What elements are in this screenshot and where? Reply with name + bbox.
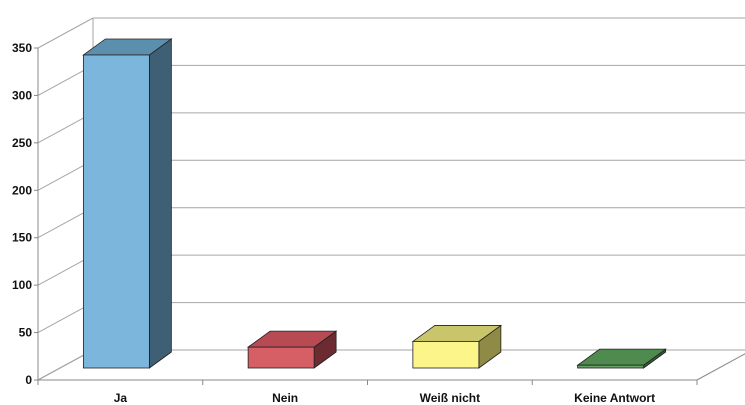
- bar-wei-nicht: [412, 341, 480, 369]
- y-tick-label-300: 300: [12, 88, 32, 102]
- x-tick-label-ja: Ja: [114, 391, 128, 405]
- y-tick-label-150: 150: [12, 231, 32, 245]
- y-tick-label-100: 100: [12, 278, 32, 292]
- bar-side-ja: [148, 38, 172, 369]
- bar-ja: [82, 54, 150, 369]
- y-tick-label-350: 350: [12, 41, 32, 55]
- y-tick-label-50: 50: [19, 326, 33, 340]
- x-tick-label-wei-nicht: Weiß nicht: [420, 391, 480, 405]
- x-tick-label-nein: Nein: [272, 391, 298, 405]
- y-tick-label-200: 200: [12, 183, 32, 197]
- gridline-side-350: [37, 17, 94, 49]
- y-tick-label-0: 0: [25, 373, 32, 387]
- bar-nein: [247, 346, 315, 369]
- bar-keine-antwort: [577, 364, 645, 369]
- y-tick-label-250: 250: [12, 136, 32, 150]
- bar-top-keine-antwort: [576, 348, 667, 366]
- x-tick-label-keine-antwort: Keine Antwort: [574, 391, 655, 405]
- floor-right-edge: [696, 353, 745, 381]
